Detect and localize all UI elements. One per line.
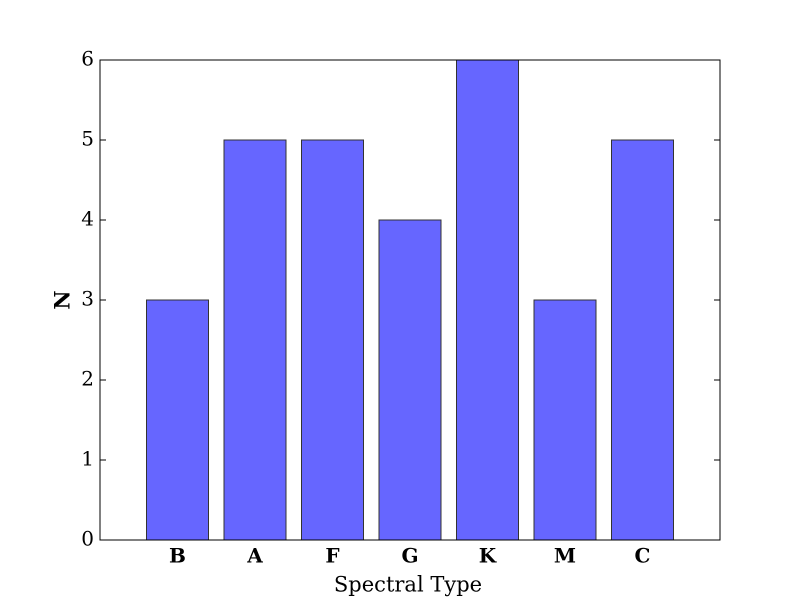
bar [456,59,519,541]
bar [378,219,442,541]
bar [146,299,209,541]
bar [611,139,674,541]
y-tick-label: 1 [81,447,94,471]
y-tick-label: 5 [81,127,94,151]
y-tick-label: 2 [81,367,94,391]
y-tick-label: 0 [81,527,94,551]
y-tick-label: 3 [81,287,94,311]
axes-frame [99,59,721,541]
bar [533,299,597,541]
x-axis-label: Spectral Type [334,573,482,597]
y-axis-label: N [50,290,75,309]
x-tick-label: M [554,544,576,568]
x-tick-label: C [635,544,651,568]
x-tick-label: A [246,544,263,568]
y-tick-label: 4 [81,207,94,231]
bar [301,139,364,541]
x-tick-label: G [401,544,418,568]
x-tick-label: B [169,544,186,568]
x-tick-label: F [325,544,339,568]
y-tick-label: 6 [81,47,94,71]
x-tick-label: K [479,544,497,568]
plot-area: B A F G K M C 0 1 2 3 4 5 6 [81,47,721,568]
bar [223,139,287,541]
